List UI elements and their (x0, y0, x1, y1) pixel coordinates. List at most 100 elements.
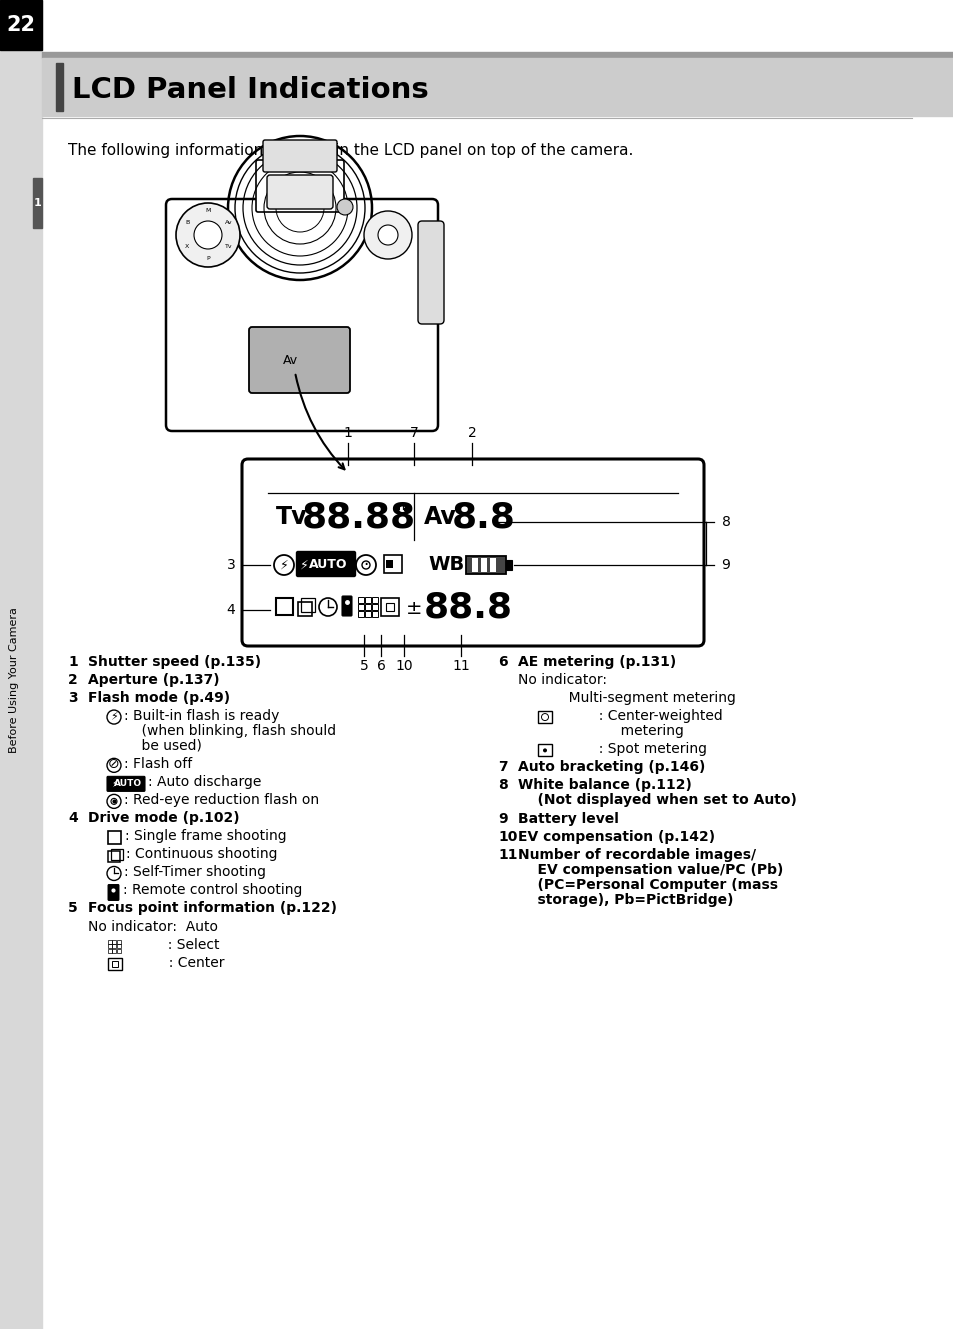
Text: 9: 9 (720, 558, 730, 571)
Bar (384, 556, 401, 573)
Text: 7: 7 (409, 427, 418, 440)
Circle shape (336, 199, 353, 215)
Bar (365, 597, 371, 603)
Text: m: m (394, 502, 404, 512)
Text: 3: 3 (227, 558, 235, 571)
FancyBboxPatch shape (107, 776, 145, 791)
Text: 6: 6 (376, 659, 385, 672)
Text: storage), Pb=PictBridge): storage), Pb=PictBridge) (517, 893, 733, 906)
Bar (117, 949, 121, 953)
Text: 5: 5 (359, 659, 368, 672)
Text: The following information appears in the LCD panel on top of the camera.: The following information appears in the… (68, 142, 633, 158)
Text: 4: 4 (227, 603, 235, 617)
Text: EV compensation value/PC (Pb): EV compensation value/PC (Pb) (517, 863, 782, 877)
Text: 2: 2 (68, 672, 77, 687)
Bar (301, 598, 314, 611)
Text: Shutter speed (p.135): Shutter speed (p.135) (88, 655, 261, 668)
Text: AE metering (p.131): AE metering (p.131) (517, 655, 676, 668)
Text: be used): be used) (124, 739, 202, 754)
Text: 2: 2 (467, 427, 476, 440)
Text: Tv: Tv (275, 505, 307, 529)
Bar (357, 603, 364, 610)
Text: : Continuous shooting: : Continuous shooting (126, 848, 277, 861)
Text: : Flash off: : Flash off (124, 758, 193, 771)
Text: : Remote control shooting: : Remote control shooting (123, 884, 302, 897)
Text: Number of recordable images/: Number of recordable images/ (517, 848, 756, 861)
Bar (380, 598, 398, 617)
Bar (108, 958, 122, 970)
Text: : Center: : Center (125, 956, 224, 970)
Text: WB: WB (428, 556, 464, 574)
Bar (117, 944, 121, 948)
Text: 3: 3 (68, 691, 77, 706)
FancyBboxPatch shape (263, 140, 336, 171)
Text: 1: 1 (33, 198, 41, 209)
Bar (372, 597, 377, 603)
FancyBboxPatch shape (249, 327, 350, 393)
Bar (0, 0, 42, 1329)
Bar (117, 940, 121, 944)
Text: metering: metering (555, 724, 683, 738)
FancyBboxPatch shape (255, 159, 344, 213)
Text: No indicator:: No indicator: (517, 672, 606, 687)
Text: 88.88: 88.88 (302, 500, 416, 534)
Circle shape (175, 203, 240, 267)
FancyBboxPatch shape (108, 885, 119, 901)
Text: Multi-segment metering: Multi-segment metering (537, 691, 735, 706)
Text: 10: 10 (497, 829, 517, 844)
Text: AUTO: AUTO (309, 558, 347, 571)
Text: ⚡: ⚡ (110, 712, 118, 722)
Text: 22: 22 (7, 15, 35, 35)
Bar (365, 611, 371, 617)
Text: : Spot metering: : Spot metering (555, 743, 706, 756)
FancyBboxPatch shape (417, 221, 443, 324)
Text: Focus point information (p.122): Focus point information (p.122) (88, 901, 336, 916)
Bar (108, 852, 120, 863)
Bar (465, 556, 505, 574)
Text: Av: Av (282, 354, 297, 367)
Bar (33, 178, 42, 229)
Text: : Self-Timer shooting: : Self-Timer shooting (124, 865, 266, 880)
Text: Drive mode (p.102): Drive mode (p.102) (88, 812, 239, 825)
Text: 11: 11 (497, 848, 517, 861)
FancyBboxPatch shape (242, 459, 703, 646)
Bar (386, 560, 393, 567)
Text: : Single frame shooting: : Single frame shooting (125, 829, 286, 844)
Bar (537, 744, 552, 756)
Text: 88.8: 88.8 (423, 591, 513, 625)
Text: 6: 6 (497, 655, 507, 668)
Bar (0, 0, 42, 51)
Bar (111, 849, 123, 860)
Bar (108, 944, 112, 948)
Text: White balance (p.112): White balance (p.112) (517, 779, 691, 792)
Bar (112, 944, 116, 948)
Bar (505, 560, 512, 570)
Text: Av: Av (423, 505, 456, 529)
FancyBboxPatch shape (166, 199, 437, 431)
Text: M: M (205, 209, 211, 214)
Bar (108, 949, 112, 953)
Text: Aperture (p.137): Aperture (p.137) (88, 672, 219, 687)
Bar (112, 940, 116, 944)
Text: AUTO: AUTO (113, 779, 142, 788)
Text: (Not displayed when set to Auto): (Not displayed when set to Auto) (517, 793, 796, 808)
Bar (357, 597, 364, 603)
Circle shape (542, 748, 546, 752)
Bar (386, 603, 394, 611)
Bar (42, 58, 953, 116)
Text: : Built-in flash is ready: : Built-in flash is ready (124, 710, 279, 723)
FancyBboxPatch shape (267, 175, 333, 209)
Text: (when blinking, flash should: (when blinking, flash should (124, 724, 335, 738)
Text: No indicator:  Auto: No indicator: Auto (88, 920, 218, 933)
Text: ·: · (363, 556, 368, 574)
FancyBboxPatch shape (341, 595, 352, 617)
Bar (537, 711, 552, 723)
Text: ⚡: ⚡ (111, 779, 118, 789)
Text: Auto bracketing (p.146): Auto bracketing (p.146) (517, 760, 704, 775)
Text: 11: 11 (452, 659, 470, 672)
Bar (472, 558, 477, 571)
Circle shape (377, 225, 397, 245)
Text: ⊘: ⊘ (108, 758, 120, 771)
Text: : Center-weighted: : Center-weighted (555, 710, 722, 723)
Bar (42, 52, 953, 58)
